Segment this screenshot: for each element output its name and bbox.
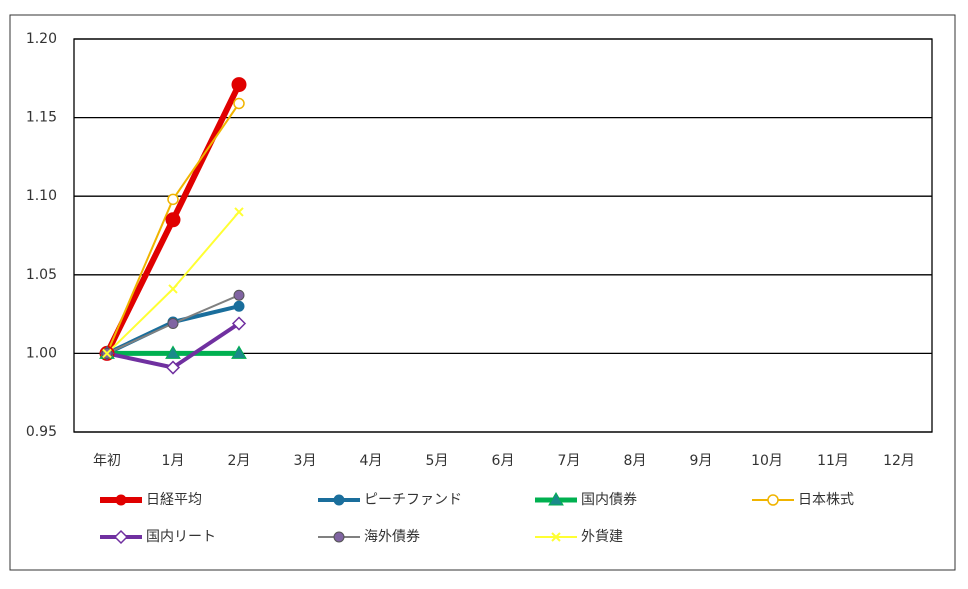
marker	[113, 529, 129, 545]
marker	[233, 300, 245, 312]
marker	[165, 345, 181, 359]
x-tick-label: 年初	[93, 452, 121, 469]
marker	[333, 494, 345, 506]
marker	[102, 348, 112, 359]
legend-label: 日本株式	[798, 492, 854, 508]
y-tick-label: 1.20	[26, 31, 57, 47]
marker	[165, 360, 181, 375]
x-tick-label: 11月	[817, 453, 849, 469]
plot-area	[73, 38, 933, 433]
legend-label: 日経平均	[146, 492, 202, 508]
legend-label: 国内リート	[146, 529, 216, 545]
x-tick-label: 10月	[751, 453, 783, 469]
marker	[233, 97, 245, 110]
marker	[167, 318, 179, 330]
marker	[767, 494, 779, 506]
marker	[167, 193, 179, 206]
marker	[168, 284, 178, 294]
x-tick-label: 7月	[558, 453, 581, 469]
x-tick-label: 6月	[492, 453, 515, 469]
marker	[551, 532, 561, 542]
y-tick-label: 1.00	[26, 345, 57, 361]
legend-label: 外貨建	[581, 528, 623, 545]
x-tick-label: 4月	[360, 453, 383, 469]
marker	[231, 77, 247, 93]
marker	[333, 531, 345, 543]
legend-label: 国内債券	[581, 492, 637, 508]
marker	[115, 494, 127, 506]
x-tick-label: 3月	[294, 453, 317, 469]
x-tick-label: 5月	[426, 453, 449, 469]
y-tick-label: 1.05	[26, 267, 57, 283]
y-tick-label: 0.95	[26, 424, 57, 440]
y-tick-label: 1.10	[26, 188, 57, 204]
chart-frame	[9, 14, 956, 571]
y-tick-label: 1.15	[26, 110, 57, 126]
x-tick-label: 9月	[690, 453, 713, 469]
marker	[548, 492, 564, 506]
x-tick-label: 1月	[162, 453, 185, 469]
marker	[234, 207, 244, 217]
x-tick-label: 2月	[228, 453, 251, 469]
marker	[231, 316, 247, 331]
marker	[233, 289, 245, 301]
legend-label: ピーチファンド	[364, 492, 462, 508]
x-tick-label: 8月	[624, 453, 647, 469]
marker	[231, 345, 247, 359]
x-tick-label: 12月	[883, 453, 915, 469]
marker	[165, 212, 181, 228]
legend-label: 海外債券	[364, 529, 420, 545]
